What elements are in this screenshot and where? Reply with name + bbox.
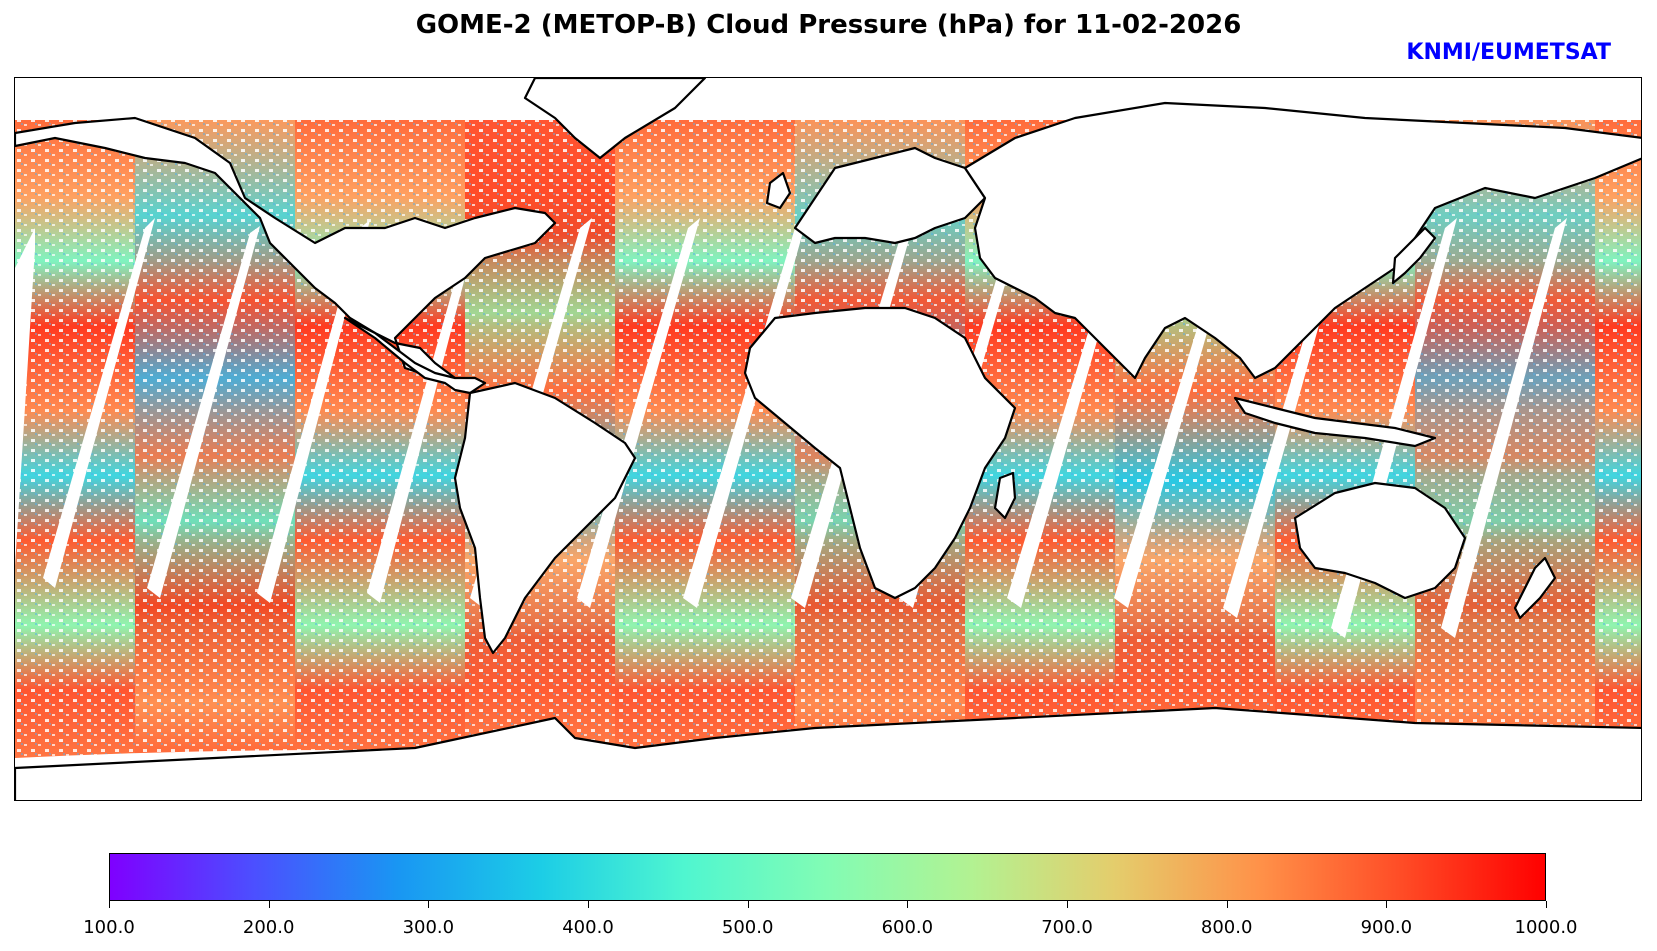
colorbar-tick-label: 500.0 [721, 917, 774, 938]
colorbar-tick-label: 600.0 [881, 917, 934, 938]
colorbar-tick-mark [428, 901, 430, 908]
central-america [343, 316, 487, 395]
colorbar-tick-label: 100.0 [83, 917, 135, 938]
colorbar-ticks: 100.0 200.0 300.0 400.0 500.0 600.0 700.0 800.0… [83, 901, 1577, 946]
europe [793, 146, 987, 245]
colorbar-tick-mark [747, 901, 749, 908]
colorbar-tick-mark [109, 901, 110, 908]
colorbar-tick-label: 200.0 [242, 917, 295, 938]
colorbar-tick-mark [1226, 901, 1228, 908]
north-no-data [15, 78, 1641, 120]
south-america [453, 381, 637, 655]
indonesia [1233, 396, 1437, 448]
colorbar [109, 853, 1546, 901]
map-title: GOME-2 (METOP-B) Cloud Pressure (hPa) fo… [415, 10, 1242, 40]
colorbar-tick-label: 1000.0 [1514, 917, 1578, 938]
uk [765, 171, 792, 210]
colorbar-tick-mark [1546, 901, 1547, 908]
colorbar-tick-mark [268, 901, 270, 908]
colorbar-tick-label: 700.0 [1041, 917, 1093, 938]
coastlines [15, 78, 1641, 800]
map-panel [14, 77, 1642, 801]
greenland [523, 78, 707, 160]
colorbar-tick-mark [1067, 901, 1068, 908]
colorbar-tick-mark [588, 901, 589, 908]
australia [1293, 481, 1467, 600]
africa [743, 306, 1017, 600]
asia [963, 101, 1641, 380]
colorbar-tick-mark [1386, 901, 1388, 908]
japan [1391, 226, 1437, 285]
colorbar-tick-label: 800.0 [1200, 917, 1253, 938]
madagascar [993, 471, 1017, 520]
cloud-pressure-map [15, 78, 1641, 800]
colorbar-tick-label: 300.0 [402, 917, 455, 938]
new-zealand [1513, 556, 1557, 620]
credit-label: KNMI/EUMETSAT [1406, 40, 1611, 65]
colorbar-tick-label: 400.0 [562, 917, 614, 938]
colorbar-tick-mark [907, 901, 909, 908]
colorbar-tick-label: 900.0 [1360, 917, 1413, 938]
antarctica [15, 706, 1641, 800]
